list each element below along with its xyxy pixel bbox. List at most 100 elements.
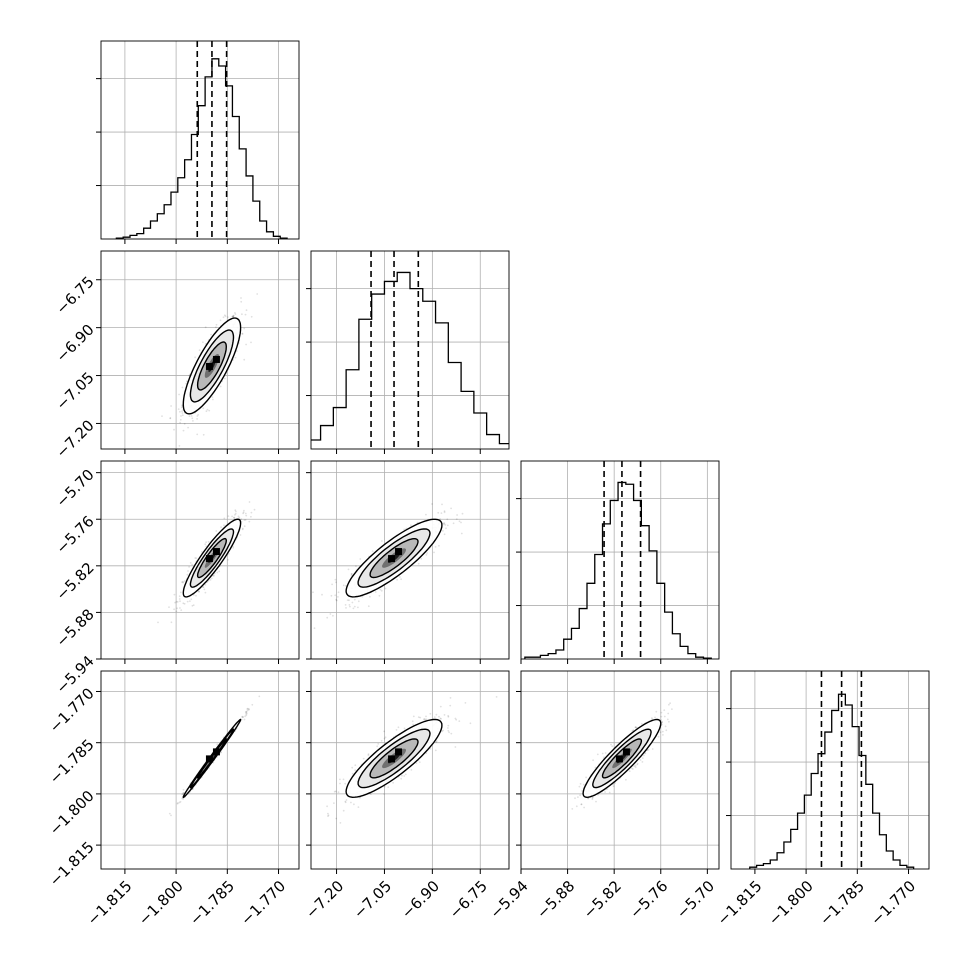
scatter-point	[224, 377, 226, 380]
scatter-point	[668, 720, 670, 723]
x-tick-label: −1.800	[135, 877, 187, 929]
scatter-point	[334, 790, 337, 793]
scatter-point	[657, 735, 660, 738]
scatter-point	[208, 409, 211, 412]
scatter-point	[326, 805, 328, 808]
scatter-point	[348, 599, 350, 602]
scatter-point	[665, 729, 668, 732]
scatter-point	[177, 408, 180, 410]
scatter-point	[337, 591, 340, 594]
scatter-point	[170, 405, 173, 407]
scatter-point	[179, 800, 182, 803]
scatter-point	[250, 315, 253, 318]
scatter-point	[423, 718, 425, 721]
scatter-point	[232, 316, 235, 318]
panel-frame	[310, 250, 510, 450]
scatter-point	[182, 580, 184, 583]
scatter-point	[342, 809, 345, 812]
scatter-point	[178, 393, 181, 396]
scatter-point	[333, 790, 336, 793]
scatter-point	[241, 332, 244, 335]
scatter-point	[198, 590, 200, 593]
scatter-point	[440, 512, 443, 514]
scatter-point	[231, 315, 234, 318]
histogram-step-line	[749, 693, 915, 869]
scatter-point	[179, 418, 182, 421]
scatter-point	[212, 398, 214, 401]
scatter-point	[242, 512, 245, 515]
density-peak-cell	[205, 555, 213, 563]
scatter-point	[435, 740, 438, 742]
scatter-point	[326, 616, 329, 619]
scatter-point	[412, 715, 415, 718]
scatter-point	[639, 759, 642, 761]
scatter-point	[183, 422, 186, 425]
scatter-point	[362, 757, 365, 760]
panel-content-2-0	[101, 461, 299, 659]
scatter-point	[350, 801, 352, 804]
scatter-point	[361, 595, 364, 598]
scatter-point	[339, 778, 341, 781]
scatter-point	[210, 333, 213, 336]
scatter-point	[202, 433, 205, 436]
scatter-point	[168, 606, 170, 608]
scatter-point	[242, 716, 245, 718]
scatter-point	[597, 794, 599, 796]
scatter-point	[243, 327, 246, 330]
panel-content-1-0	[101, 251, 299, 449]
scatter-point	[423, 718, 426, 720]
scatter-point	[246, 707, 249, 710]
scatter-point	[168, 812, 171, 815]
scatter-point	[178, 598, 181, 600]
scatter-point	[223, 314, 226, 317]
scatter-point	[583, 806, 585, 809]
panel-content-3-1	[311, 671, 509, 869]
scatter-point	[444, 524, 447, 526]
scatter-point	[374, 591, 377, 593]
scatter-point	[438, 544, 440, 547]
scatter-point	[186, 573, 189, 576]
scatter-point	[456, 514, 458, 516]
scatter-point	[442, 530, 444, 532]
scatter-point	[344, 604, 347, 606]
scatter-point	[661, 721, 663, 724]
scatter-point	[179, 591, 182, 594]
histogram-step-line	[311, 271, 509, 445]
panel-1-0	[96, 250, 300, 454]
scatter-point	[651, 748, 654, 750]
scatter-point	[327, 814, 330, 817]
scatter-point	[245, 514, 248, 517]
scatter-point	[419, 716, 422, 719]
scatter-point	[384, 736, 387, 739]
panel-content-0-0	[101, 41, 299, 239]
scatter-point	[233, 516, 235, 519]
scatter-point	[176, 802, 179, 805]
scatter-point	[186, 380, 188, 383]
scatter-point	[437, 511, 440, 514]
scatter-point	[580, 803, 583, 806]
scatter-point	[239, 534, 242, 536]
scatter-point	[367, 605, 370, 608]
panel-3-1	[306, 670, 510, 874]
scatter-point	[425, 554, 428, 556]
scatter-point	[245, 713, 247, 715]
scatter-point	[178, 595, 181, 598]
scatter-point	[175, 610, 178, 613]
density-peak-cell	[205, 755, 213, 763]
scatter-point	[185, 382, 188, 385]
panel-frame	[520, 670, 720, 870]
scatter-point	[329, 613, 332, 615]
scatter-point	[219, 751, 222, 754]
scatter-point	[381, 540, 383, 542]
y-tick-label: −6.90	[52, 321, 97, 366]
scatter-point	[245, 343, 248, 346]
scatter-point	[663, 715, 666, 718]
scatter-point	[420, 557, 423, 560]
scatter-point	[351, 772, 354, 775]
scatter-point	[194, 356, 197, 359]
scatter-point	[410, 769, 413, 771]
scatter-point	[351, 766, 354, 769]
scatter-point	[667, 712, 670, 715]
scatter-point	[179, 421, 182, 424]
scatter-point	[181, 797, 184, 800]
